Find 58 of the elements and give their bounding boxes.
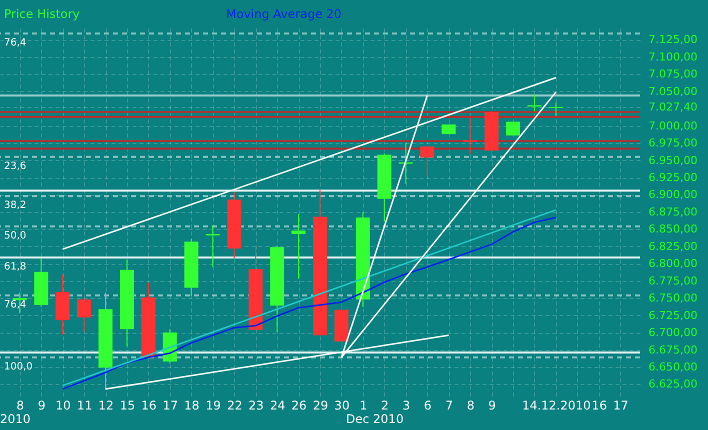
y-tick-label: 7.027,40	[648, 100, 698, 114]
y-tick-label: 6.675,00	[648, 343, 698, 356]
x-tick-label: 30	[334, 398, 350, 412]
x-tick-label: 17	[162, 398, 178, 412]
y-tick-label: 6.725,00	[648, 308, 698, 322]
x-tick-label: 11	[76, 398, 92, 412]
annotation: 61,8	[4, 261, 26, 272]
y-tick-label: 6.850,00	[648, 222, 698, 236]
x-tick-label: 24	[270, 398, 286, 412]
y-tick-label: 6.900,00	[648, 188, 698, 202]
y-tick-label: 6.950,00	[648, 154, 698, 167]
x-tick-label: 12	[98, 398, 114, 412]
y-tick-label: 7.125,00	[648, 33, 698, 46]
text: 2010	[0, 412, 31, 426]
x-tick-label: 7	[445, 398, 454, 412]
x-tick-label: 17	[613, 398, 628, 412]
x-tick-label: 8	[466, 398, 474, 412]
text: Dec 2010	[346, 412, 404, 426]
x-tick-label: 19	[206, 398, 221, 412]
x-tick-label: 3	[402, 398, 410, 412]
y-tick-label: 6.775,00	[648, 274, 698, 288]
annotation: 50,0	[4, 230, 26, 242]
y-tick-label: 7.100,00	[648, 50, 698, 64]
x-tick-label: 15	[120, 398, 136, 412]
text: Price History	[4, 7, 80, 21]
y-tick-label: 6.625,00	[648, 378, 698, 391]
y-tick-label: 7.000,00	[648, 119, 698, 132]
x-tick-label: 10	[55, 398, 71, 412]
annotation: 23,6	[4, 160, 26, 172]
annotation: 76,4	[4, 38, 26, 49]
x-tick-label: 1	[360, 398, 368, 412]
y-tick-label: 7.050,00	[648, 84, 698, 98]
y-tick-label: 6.650,00	[648, 360, 698, 374]
y-tick-label: 6.975,00	[648, 136, 698, 150]
y-tick-label: 6.800,00	[648, 257, 698, 270]
x-tick-label: 23	[248, 398, 264, 412]
x-tick-label: 9	[38, 398, 46, 412]
x-tick-label: 29	[312, 398, 328, 412]
x-tick-label: 18	[184, 398, 200, 412]
annotation: 38,2	[4, 200, 26, 212]
annotation: 100,0	[4, 361, 33, 372]
y-tick-label: 6.750,00	[648, 292, 698, 305]
y-tick-label: 6.925,00	[648, 171, 698, 184]
y-tick-label: 6.875,00	[648, 205, 698, 218]
text: Moving Average 20	[226, 7, 342, 21]
annotation: 76,4	[4, 299, 26, 310]
x-tick-label: 8	[16, 398, 24, 412]
x-tick-label: 2	[381, 398, 389, 412]
x-tick-label: 9	[488, 398, 496, 412]
y-tick-label: 6.700,00	[648, 326, 698, 340]
x-tick-label: 16	[141, 398, 157, 412]
x-tick-label: 16	[592, 398, 607, 412]
x-tick-label: 6	[424, 398, 432, 412]
x-tick-label: 22	[227, 398, 242, 412]
x-tick-label: 14.12.2010	[522, 398, 591, 412]
x-tick-label: 26	[291, 398, 307, 412]
y-tick-label: 6.825,00	[648, 240, 698, 253]
y-tick-label: 7.075,00	[648, 68, 698, 81]
